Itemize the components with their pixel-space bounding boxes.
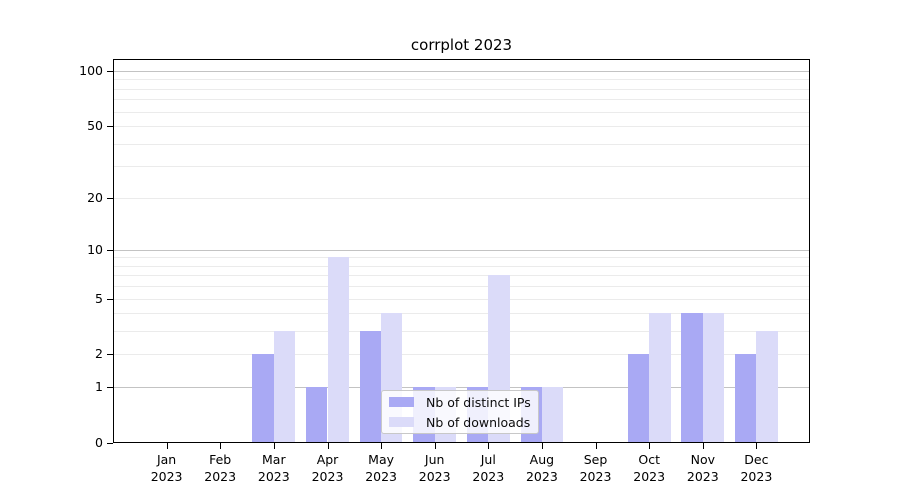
bar-distinct-ips — [681, 313, 703, 443]
y-tick-label: 10 — [87, 241, 103, 257]
y-tick-label: 100 — [79, 63, 103, 78]
bar-distinct-ips — [734, 354, 757, 443]
bar-distinct-ips — [359, 331, 381, 443]
y-tick — [107, 197, 113, 199]
y-tick — [107, 71, 113, 72]
x-tick-label: Aug 2023 — [525, 452, 558, 484]
legend: Nb of distinct IPs Nb of downloads — [381, 390, 539, 434]
x-tick — [220, 443, 222, 449]
bar-downloads — [702, 313, 725, 443]
x-tick-label: Apr 2023 — [311, 452, 344, 484]
bar-downloads — [273, 331, 296, 443]
legend-item-distinct-ips: Nb of distinct IPs — [389, 394, 531, 411]
legend-label: Nb of downloads — [426, 414, 531, 430]
y-tick — [107, 387, 113, 389]
x-tick-label: Nov 2023 — [686, 452, 719, 484]
bar-downloads — [541, 387, 564, 443]
x-tick — [649, 443, 651, 449]
major-gridline — [114, 387, 809, 389]
bar-downloads — [649, 313, 671, 443]
y-tick-label: 50 — [87, 118, 103, 134]
x-tick-label: Feb 2023 — [204, 452, 237, 484]
y-tick — [107, 126, 113, 128]
x-tick-label: Oct 2023 — [633, 452, 666, 484]
x-tick-label: Mar 2023 — [257, 452, 290, 484]
minor-gridline — [114, 111, 809, 113]
minor-gridline — [114, 143, 809, 145]
legend-swatch-distinct-ips — [389, 396, 414, 408]
y-tick-label: 20 — [87, 189, 103, 205]
chart-title: corrplot 2023 — [410, 36, 513, 54]
x-tick-label: Dec 2023 — [740, 452, 773, 484]
y-tick — [107, 443, 113, 444]
y-tick — [107, 354, 113, 356]
minor-gridline — [114, 286, 809, 288]
x-tick — [541, 443, 543, 449]
y-tick-label: 1 — [95, 379, 103, 395]
x-tick-label: Sep 2023 — [579, 452, 612, 484]
x-tick — [381, 443, 383, 449]
minor-gridline — [114, 197, 809, 199]
minor-gridline — [114, 354, 809, 356]
minor-gridline — [114, 126, 809, 128]
minor-gridline — [114, 313, 809, 315]
bar-downloads — [327, 257, 349, 443]
minor-gridline — [114, 257, 809, 259]
y-tick-label: 2 — [95, 346, 103, 362]
x-tick — [756, 443, 758, 449]
minor-gridline — [114, 99, 809, 101]
bar-distinct-ips — [252, 354, 274, 443]
bar-distinct-ips — [627, 354, 650, 443]
x-tick — [273, 443, 275, 449]
x-tick — [702, 443, 704, 449]
y-tick-label: 0 — [95, 435, 103, 450]
minor-gridline — [114, 88, 809, 90]
x-tick — [488, 443, 490, 449]
legend-item-downloads: Nb of downloads — [389, 414, 531, 431]
x-tick-label: Jul 2023 — [472, 452, 505, 484]
x-tick-label: Jun 2023 — [418, 452, 451, 484]
major-gridline — [114, 71, 809, 72]
legend-label: Nb of distinct IPs — [426, 394, 531, 410]
bar-distinct-ips — [306, 387, 328, 443]
major-gridline — [114, 249, 809, 251]
y-tick — [107, 298, 113, 300]
minor-gridline — [114, 298, 809, 300]
y-tick-label: 5 — [95, 290, 103, 306]
minor-gridline — [114, 265, 809, 267]
x-tick — [327, 443, 329, 449]
minor-gridline — [114, 166, 809, 168]
minor-gridline — [114, 331, 809, 333]
minor-gridline — [114, 79, 809, 81]
x-tick-label: Jan 2023 — [150, 452, 183, 484]
x-tick — [434, 443, 436, 449]
x-tick-label: May 2023 — [365, 452, 397, 484]
x-tick — [595, 443, 597, 449]
x-tick — [166, 443, 168, 449]
bar-downloads — [756, 331, 778, 443]
legend-swatch-downloads — [389, 416, 414, 428]
minor-gridline — [114, 275, 809, 277]
y-tick — [107, 249, 113, 251]
